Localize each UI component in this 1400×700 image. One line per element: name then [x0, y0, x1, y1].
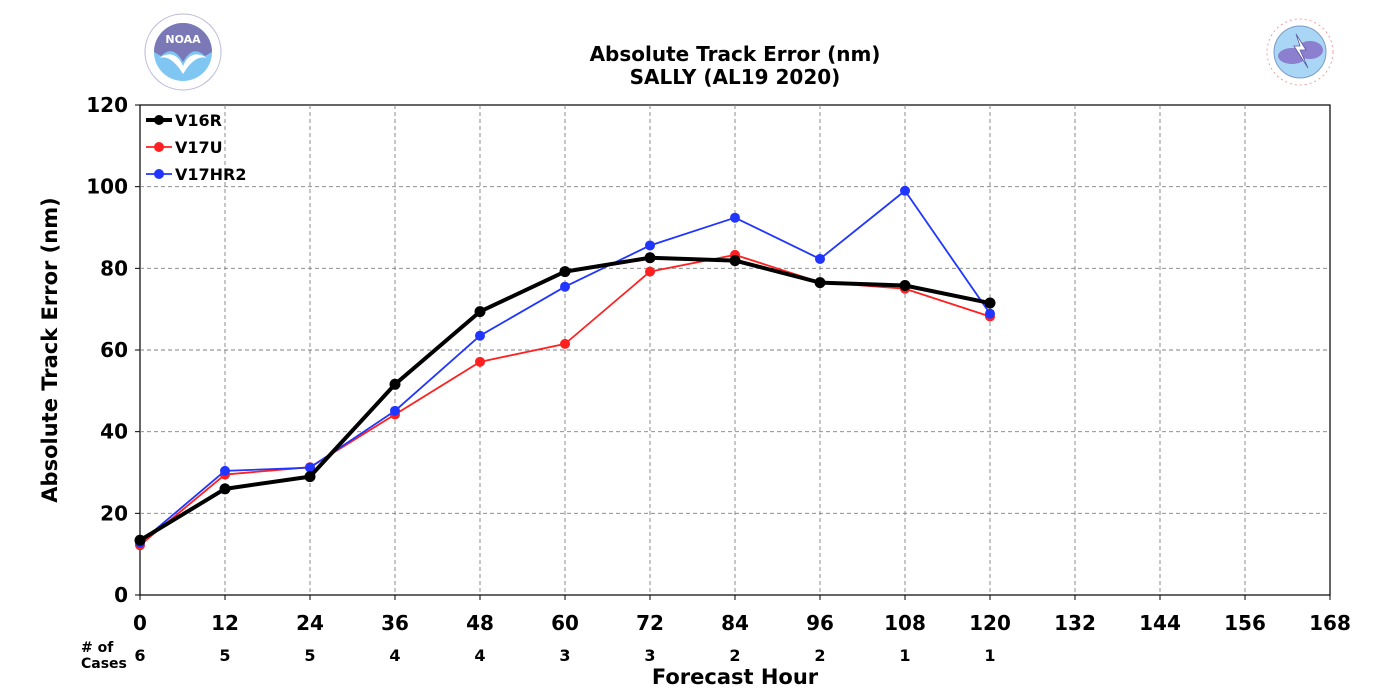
noaa-logo-gull-top: [154, 23, 212, 62]
nws-logo-text-ring: [1266, 18, 1334, 86]
y-tick-label: 0: [114, 583, 128, 607]
data-point-v17u: [475, 356, 485, 367]
legend-marker-v17u: [154, 142, 164, 152]
y-tick-label: 120: [86, 93, 128, 117]
x-tick-label: 24: [296, 611, 324, 635]
cases-row: 6 5 5 4 4 3 3 2 2 1 1: [134, 646, 995, 665]
data-point-v16r: [644, 252, 656, 264]
data-point-v16r: [814, 277, 826, 289]
y-tick-label: 20: [100, 501, 128, 525]
legend-marker-v16r: [154, 115, 164, 125]
data-point-v16r: [729, 255, 741, 267]
x-tick-label: 0: [133, 611, 147, 635]
chart-title-line2: SALLY (AL19 2020): [630, 65, 841, 89]
data-point-v17hr2: [305, 462, 315, 473]
data-point-v17hr2: [560, 281, 570, 292]
legend-marker-v17hr2: [154, 169, 164, 179]
x-tick-label: 60: [551, 611, 579, 635]
y-tick-label: 40: [100, 420, 128, 444]
y-axis-label: Absolute Track Error (nm): [38, 197, 62, 502]
x-tick-label: 72: [636, 611, 664, 635]
data-point-v17hr2: [815, 253, 825, 264]
legend-label-v17u: V17U: [175, 138, 223, 157]
data-point-v17hr2: [475, 330, 485, 341]
y-tick-label: 100: [86, 175, 128, 199]
nws-logo-lightning-icon: [1293, 33, 1309, 69]
data-point-v17u: [645, 266, 655, 277]
data-point-v17hr2: [220, 465, 230, 476]
data-point-v17u: [560, 338, 570, 349]
cases-value: 6: [134, 646, 145, 665]
cases-value: 2: [814, 646, 825, 665]
data-point-v17hr2: [645, 240, 655, 251]
data-point-v16r: [899, 279, 911, 291]
cases-value: 1: [899, 646, 910, 665]
x-tick-label: 132: [1054, 611, 1096, 635]
x-tick-label: 48: [466, 611, 494, 635]
cases-value: 4: [389, 646, 400, 665]
data-point-v16r: [474, 306, 486, 318]
cases-label-line2: Cases: [81, 656, 127, 672]
x-tick-label: 120: [969, 611, 1011, 635]
data-point-v16r: [304, 471, 316, 483]
noaa-logo: NOAA: [144, 13, 222, 91]
cases-value: 4: [474, 646, 485, 665]
cases-value: 1: [984, 646, 995, 665]
legend: V16R V17U V17HR2: [146, 111, 247, 184]
noaa-logo-gull: [159, 54, 207, 74]
data-point-v16r: [134, 534, 146, 546]
x-tick-label: 84: [721, 611, 749, 635]
x-tick-label: 36: [381, 611, 409, 635]
x-tick-label: 168: [1309, 611, 1351, 635]
cases-value: 3: [644, 646, 655, 665]
x-tick-label: 144: [1139, 611, 1181, 635]
chart-title-line1: Absolute Track Error (nm): [590, 42, 881, 66]
cases-value: 2: [729, 646, 740, 665]
x-tick-label: 12: [211, 611, 239, 635]
data-point-v16r: [559, 266, 571, 278]
nws-logo: [1262, 14, 1338, 90]
axes: 0 12 24 36 48 60 72 84 96 108 120 132 144 156 168 0 20 40…: [86, 93, 1351, 635]
x-tick-label: 96: [806, 611, 834, 635]
data-point-v17hr2: [900, 185, 910, 196]
y-tick-label: 60: [100, 338, 128, 362]
data-point-v16r: [389, 378, 401, 390]
x-axis-label: Forecast Hour: [652, 665, 819, 689]
cases-value: 3: [559, 646, 570, 665]
data-point-v16r: [984, 297, 996, 309]
data-point-v17hr2: [390, 405, 400, 416]
legend-label-v17hr2: V17HR2: [175, 165, 247, 184]
cases-value: 5: [304, 646, 315, 665]
cases-value: 5: [219, 646, 230, 665]
x-tick-label: 108: [884, 611, 926, 635]
data-point-v17hr2: [985, 308, 995, 319]
noaa-logo-text: NOAA: [165, 33, 201, 46]
legend-label-v16r: V16R: [175, 111, 222, 130]
x-tick-label: 156: [1224, 611, 1266, 635]
y-tick-label: 80: [100, 256, 128, 280]
data-point-v17hr2: [730, 212, 740, 223]
cases-label-line1: # of: [81, 640, 114, 656]
data-point-v16r: [219, 483, 231, 495]
grid-lines: [140, 105, 1330, 595]
data-series: [134, 185, 996, 551]
